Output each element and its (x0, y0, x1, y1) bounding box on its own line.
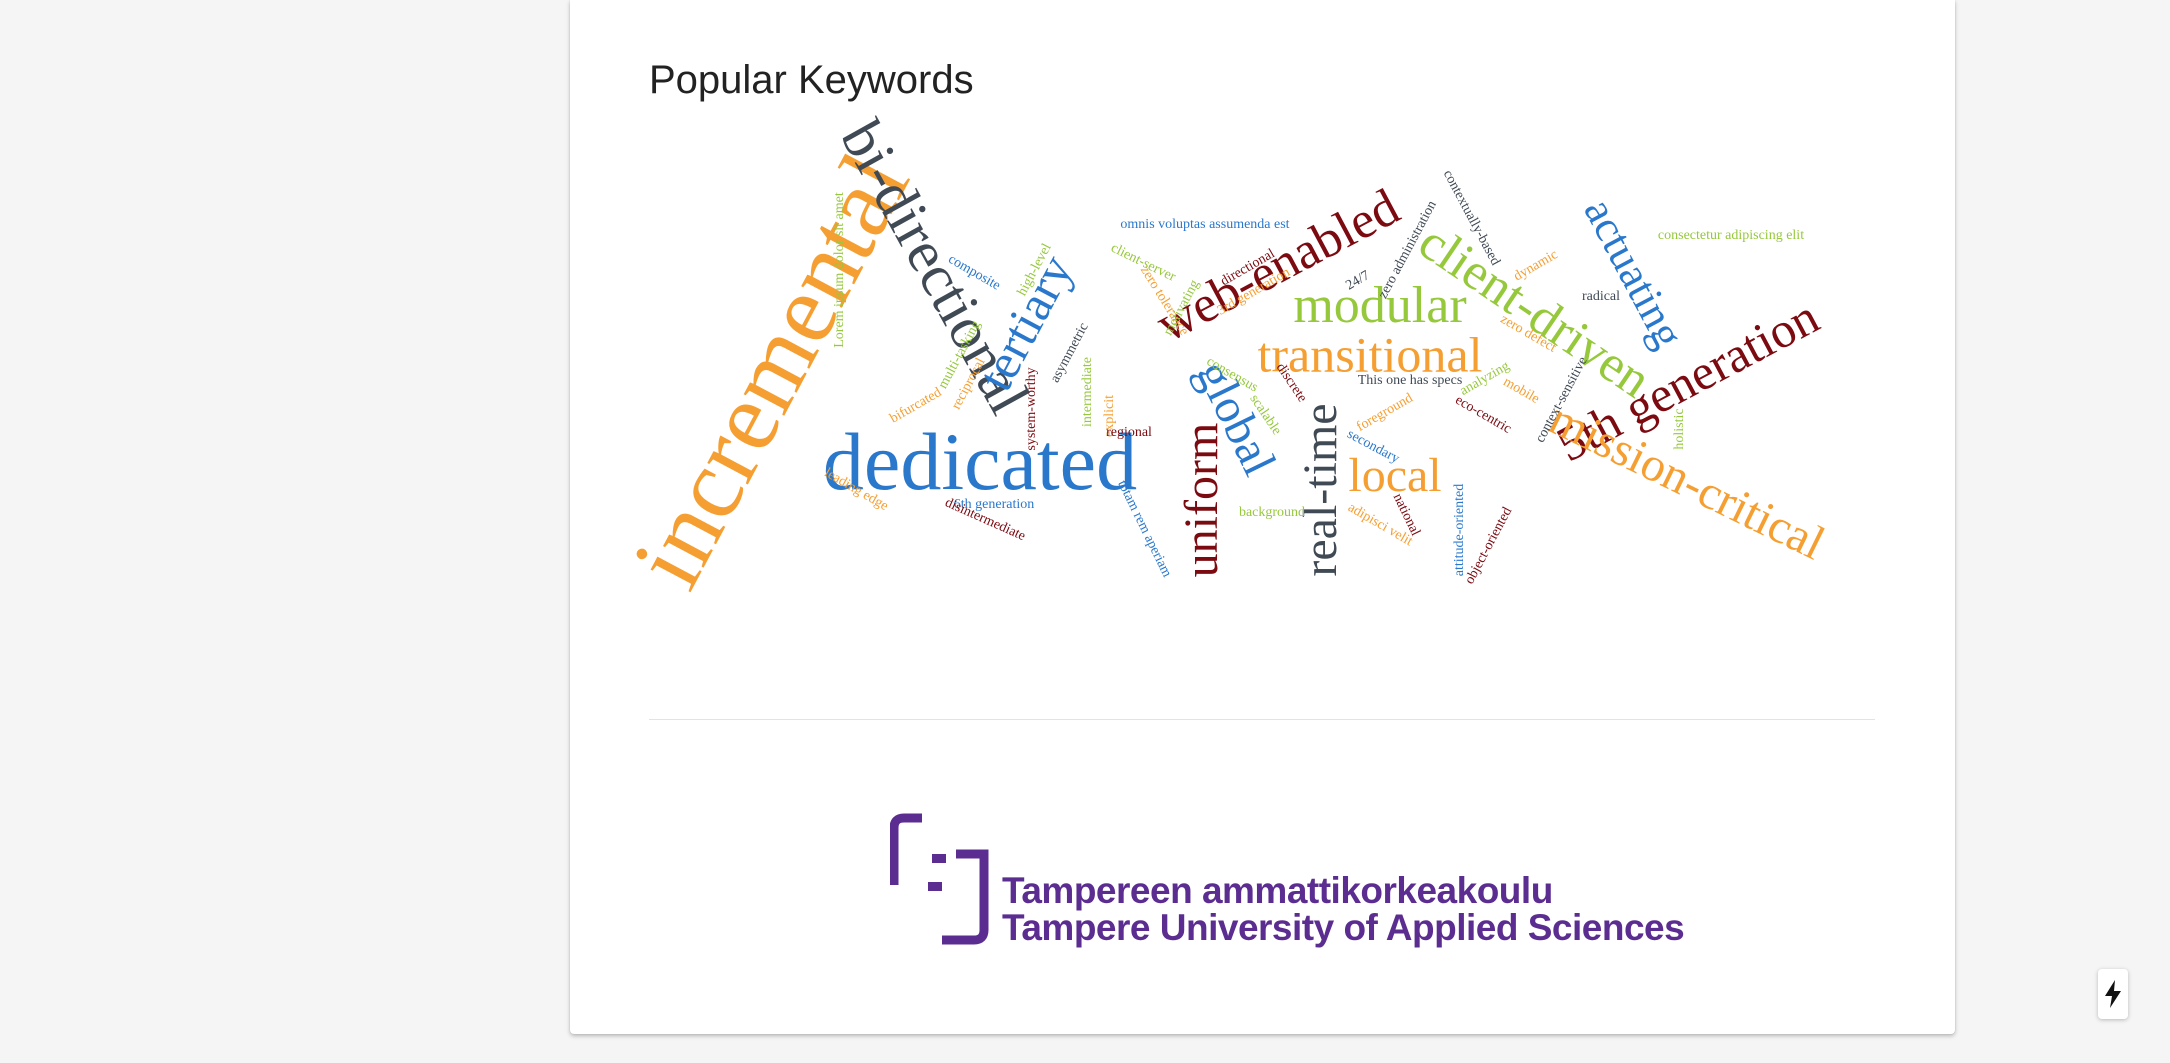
section-title: Popular Keywords (649, 58, 974, 102)
keyword-omnis-voluptas-assumenda-est[interactable]: omnis voluptas assumenda est (1120, 217, 1289, 232)
lightning-bolt-icon (2105, 980, 2121, 1008)
keyword-explicit[interactable]: explicit (1102, 395, 1117, 437)
logo-line-1: Tampereen ammattikorkeakoulu (1002, 870, 1553, 911)
keyword-totam-rem-aperiam[interactable]: totam rem aperiam (1114, 478, 1174, 580)
keyword-object-oriented[interactable]: object-oriented (1462, 505, 1515, 587)
keyword-local[interactable]: local (1348, 449, 1441, 502)
keyword-modular[interactable]: modular (1293, 277, 1466, 334)
keyword-6th-generation[interactable]: 6th generation (954, 497, 1034, 512)
section-divider (649, 719, 1875, 720)
tamk-logo-icon (890, 813, 989, 945)
keyword-this-one-has-specs[interactable]: This one has specs (1358, 373, 1463, 388)
keyword-holistic[interactable]: holistic (1672, 408, 1687, 449)
keywords-card: Popular Keywords incremental dedicated bi-… (570, 0, 1955, 1034)
keyword-regional[interactable]: regional (1106, 425, 1152, 440)
university-logo: Tampereen ammattikorkeakoulu Tampere Uni… (890, 810, 1685, 960)
keyword-radical[interactable]: radical (1582, 289, 1620, 304)
word-cloud: incremental dedicated bi-directional web-en… (570, 0, 1955, 700)
keyword-lorem-ipsum-dolor-sit-amet[interactable]: Lorem ipsum dolor sit amet (832, 192, 847, 348)
logo-line-2: Tampere University of Applied Sciences (1002, 907, 1685, 948)
keyword-uniform[interactable]: uniform (1175, 423, 1228, 578)
keyword-mobile[interactable]: mobile (1501, 375, 1542, 407)
keyword-eco-centric[interactable]: eco-centric (1452, 393, 1513, 437)
floating-action-button[interactable] (2098, 969, 2128, 1019)
keyword-foreground[interactable]: foreground (1354, 391, 1415, 435)
keyword-system-worthy[interactable]: system-worthy (1024, 367, 1039, 450)
keyword-consectetur-adipiscing-elit[interactable]: consectetur adipiscing elit (1658, 228, 1804, 243)
keyword-attitude-oriented[interactable]: attitude-oriented (1452, 484, 1467, 577)
keyword-background[interactable]: background (1239, 505, 1305, 520)
keyword-transitional[interactable]: transitional (1258, 326, 1483, 382)
keyword-intermediate[interactable]: intermediate (1080, 357, 1095, 427)
keyword-dedicated[interactable]: dedicated (823, 416, 1137, 507)
keyword-real-time[interactable]: real-time (1294, 403, 1347, 576)
